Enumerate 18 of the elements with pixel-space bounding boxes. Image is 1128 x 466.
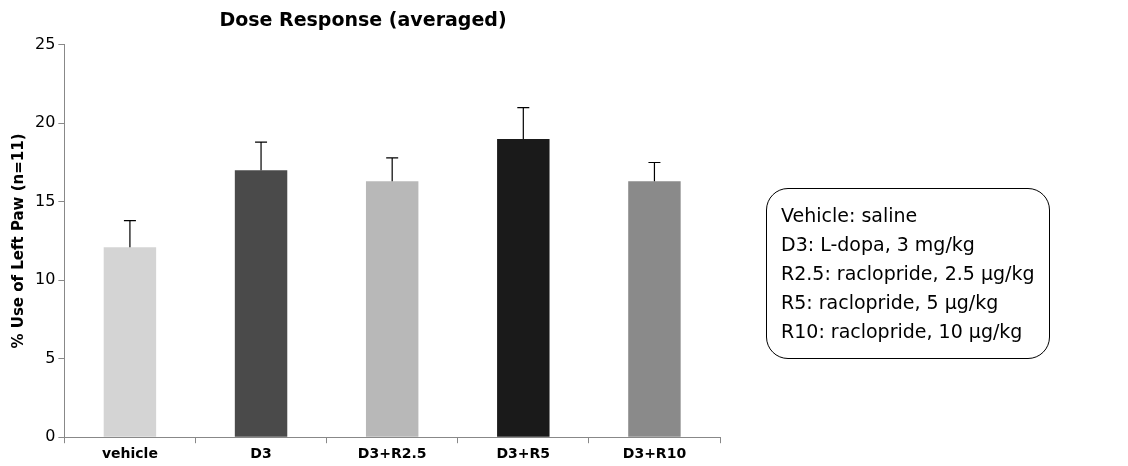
x-tick-label: D3+R5 <box>496 445 551 462</box>
x-tick-label: vehicle <box>101 445 158 462</box>
x-tick-label: D3+R10 <box>622 445 687 462</box>
text: D3: L-dopa, 3 mg/kg <box>781 232 976 257</box>
text: R5: raclopride, 5 μg/kg <box>781 290 1000 315</box>
x-tick-label: D3+R2.5 <box>357 445 427 462</box>
y-axis-title: % Use of Left Paw (n=11) <box>8 133 27 349</box>
y-tick-label: 20 <box>35 112 56 132</box>
x-tick-label: D3 <box>250 445 272 462</box>
chart-title: Dose Response (averaged) <box>219 8 507 31</box>
text: R10: raclopride, 10 μg/kg <box>781 319 1024 344</box>
y-tick-label: 10 <box>35 269 56 289</box>
text: Vehicle: saline <box>781 203 919 228</box>
y-tick-label: 25 <box>35 33 56 53</box>
y-tick-label: 15 <box>35 190 56 210</box>
text: R2.5: raclopride, 2.5 μg/kg <box>781 261 1035 286</box>
y-tick-label: 5 <box>45 347 56 367</box>
y-tick-label: 0 <box>45 426 56 446</box>
